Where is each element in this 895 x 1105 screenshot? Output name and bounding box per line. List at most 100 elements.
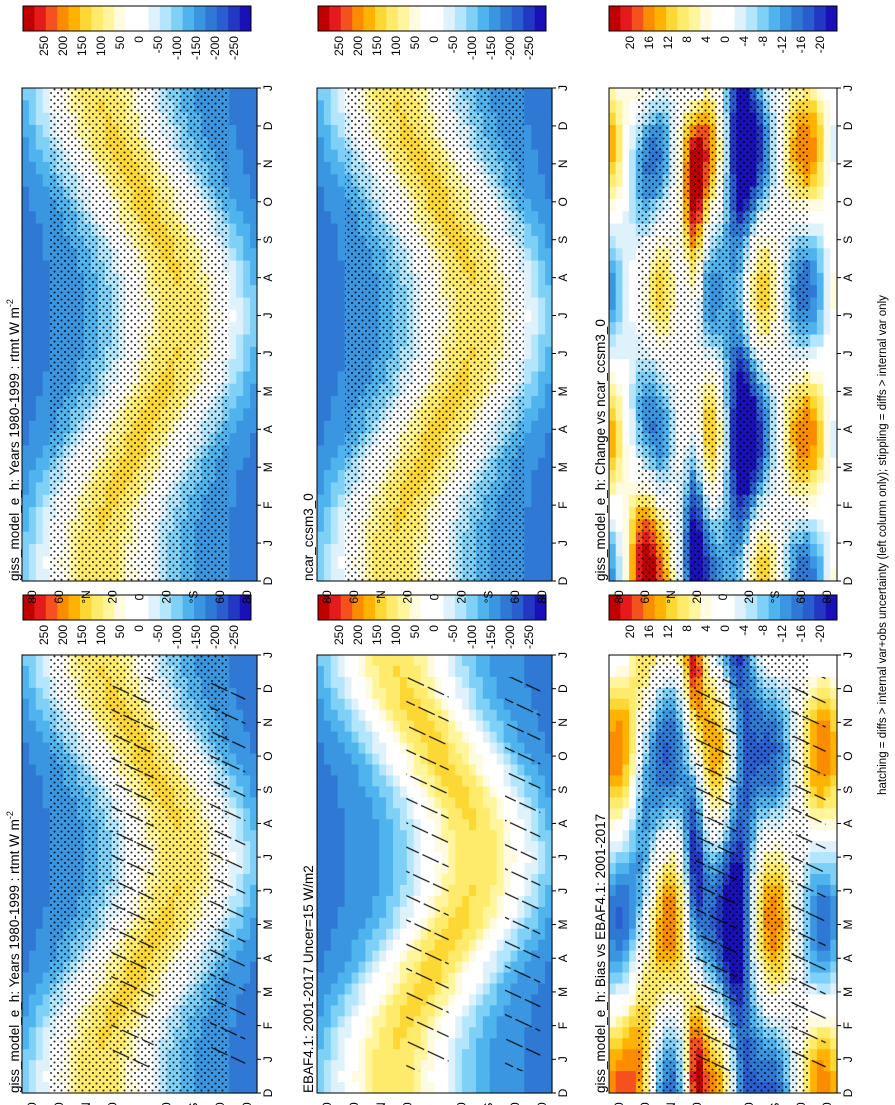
heat-cell bbox=[243, 841, 251, 853]
lat-tick-label: 60 bbox=[347, 1102, 361, 1105]
time-tick-label: A bbox=[841, 954, 855, 962]
heat-cell bbox=[538, 753, 546, 766]
lat-tick-label: 20 bbox=[106, 1102, 120, 1105]
time-tick-label: D bbox=[556, 1088, 570, 1097]
heat-cell bbox=[28, 457, 37, 471]
heat-cell bbox=[545, 1071, 553, 1083]
heat-cell bbox=[469, 775, 477, 787]
heat-cell bbox=[475, 841, 484, 853]
heat-cell bbox=[823, 1071, 831, 1083]
heat-cell bbox=[810, 655, 818, 667]
heat-cell bbox=[830, 874, 838, 886]
heat-cell bbox=[330, 720, 339, 733]
heat-cell bbox=[42, 297, 51, 311]
heat-cell bbox=[399, 950, 408, 963]
heat-cell bbox=[455, 1016, 463, 1028]
heat-cell bbox=[462, 687, 470, 700]
heat-cell bbox=[35, 786, 44, 798]
heat-cell bbox=[323, 1049, 332, 1061]
heat-cell bbox=[609, 928, 617, 941]
heat-cell bbox=[42, 742, 51, 755]
time-tick-label: J bbox=[261, 854, 275, 860]
heat-cell bbox=[399, 665, 408, 678]
heat-cell bbox=[243, 786, 251, 798]
heat-cell bbox=[337, 895, 346, 908]
heat-cell bbox=[330, 665, 339, 678]
heat-cell bbox=[351, 939, 360, 952]
heat-cell bbox=[323, 895, 332, 908]
heat-cell bbox=[823, 797, 831, 809]
colorbar-tick-label: 8 bbox=[680, 625, 694, 632]
heat-cell bbox=[399, 676, 408, 689]
heat-cell bbox=[503, 655, 512, 667]
heat-cell bbox=[379, 852, 387, 864]
heat-cell bbox=[496, 698, 505, 711]
heat-cell bbox=[489, 830, 498, 842]
heat-cell bbox=[489, 775, 498, 787]
heat-cell bbox=[434, 665, 443, 678]
heat-cell bbox=[475, 983, 484, 996]
heat-cell bbox=[545, 917, 553, 930]
heat-cell bbox=[830, 841, 838, 853]
heat-cell bbox=[344, 1027, 353, 1039]
heat-cell bbox=[538, 950, 546, 963]
heat-cell bbox=[538, 731, 546, 744]
heat-cell bbox=[22, 786, 30, 798]
heat-cell bbox=[489, 764, 498, 777]
heat-cell bbox=[448, 720, 456, 733]
heat-cell bbox=[830, 1049, 838, 1061]
heat-cell bbox=[372, 863, 380, 875]
time-tick-label: O bbox=[556, 751, 570, 760]
heat-cell bbox=[830, 797, 838, 809]
heat-cell bbox=[517, 1071, 525, 1083]
heat-cell bbox=[344, 676, 353, 689]
heat-cell bbox=[379, 884, 387, 897]
heat-cell bbox=[372, 775, 380, 787]
colorbar-swatch bbox=[432, 595, 444, 620]
heat-cell bbox=[317, 720, 325, 733]
heat-cell bbox=[393, 884, 401, 897]
colorbar-tick-label: 50 bbox=[113, 625, 127, 639]
heat-cell bbox=[337, 687, 346, 700]
heat-cell bbox=[629, 775, 637, 787]
heat-cell bbox=[22, 731, 30, 744]
lat-tick-label: 60 bbox=[213, 1102, 227, 1105]
heat-cell bbox=[545, 764, 553, 777]
heat-cell bbox=[28, 884, 37, 897]
heat-cell bbox=[455, 742, 463, 755]
heat-cell bbox=[538, 1071, 546, 1083]
heat-cell bbox=[365, 994, 373, 1006]
heat-cell bbox=[372, 939, 380, 952]
colorbar-tick-label: 200 bbox=[56, 625, 70, 645]
colorbar-swatch bbox=[802, 595, 815, 620]
heat-cell bbox=[351, 983, 360, 996]
heat-cell bbox=[448, 709, 456, 722]
heat-cell bbox=[250, 972, 258, 985]
heat-cell bbox=[35, 322, 44, 336]
heat-cell bbox=[317, 928, 325, 941]
colorbar-tick-label: 150 bbox=[75, 625, 89, 645]
heat-cell bbox=[28, 174, 37, 188]
heat-cell bbox=[330, 1071, 339, 1083]
heat-cell bbox=[243, 775, 251, 787]
heat-cell bbox=[386, 874, 394, 886]
heat-cell bbox=[42, 852, 51, 864]
heat-cell bbox=[323, 874, 332, 886]
heat-cell bbox=[469, 1016, 477, 1028]
heat-cell bbox=[379, 1071, 387, 1083]
heat-cell bbox=[28, 874, 37, 886]
heat-cell bbox=[42, 88, 51, 101]
heat-cell bbox=[28, 655, 37, 667]
heat-cell bbox=[455, 983, 463, 996]
heat-cell bbox=[469, 819, 477, 831]
heat-cell bbox=[823, 786, 831, 798]
heat-cell bbox=[337, 983, 346, 996]
heat-cell bbox=[448, 961, 456, 974]
heat-cell bbox=[323, 961, 332, 974]
heat-cell bbox=[28, 161, 37, 175]
heat-cell bbox=[317, 676, 325, 689]
heat-cell bbox=[22, 1005, 30, 1017]
heat-cell bbox=[379, 928, 387, 941]
colorbar-swatch bbox=[420, 595, 433, 620]
heat-cell bbox=[358, 983, 366, 996]
